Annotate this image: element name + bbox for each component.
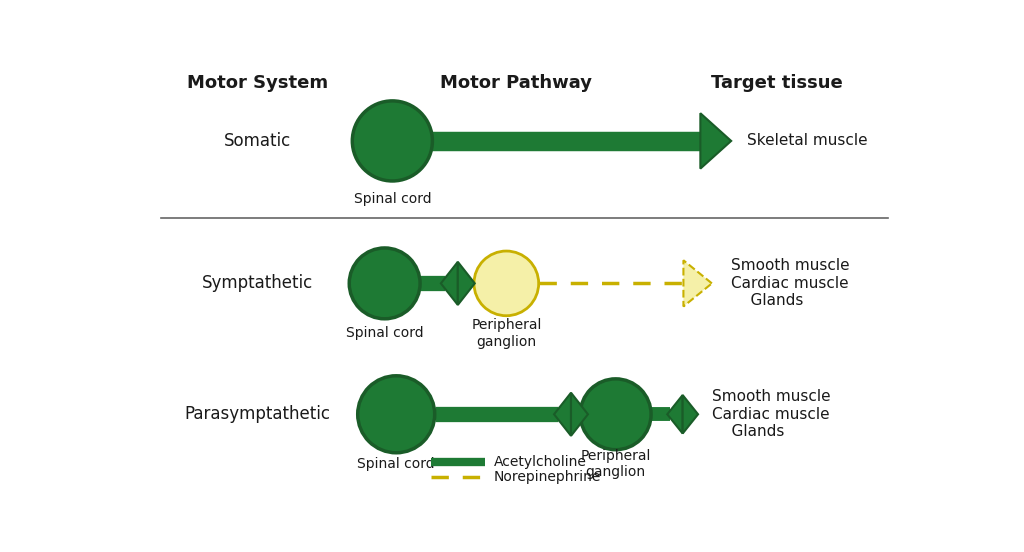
Text: Smooth muscle
Cardiac muscle
    Glands: Smooth muscle Cardiac muscle Glands bbox=[712, 389, 830, 439]
Circle shape bbox=[357, 376, 435, 453]
Text: Somatic: Somatic bbox=[224, 132, 291, 150]
Text: Peripheral
ganglion: Peripheral ganglion bbox=[581, 449, 651, 480]
Text: Spinal cord: Spinal cord bbox=[353, 192, 431, 206]
Text: Spinal cord: Spinal cord bbox=[346, 326, 424, 341]
Text: Skeletal muscle: Skeletal muscle bbox=[746, 134, 867, 148]
Text: Motor System: Motor System bbox=[187, 74, 328, 92]
Polygon shape bbox=[668, 395, 683, 433]
Circle shape bbox=[581, 379, 651, 450]
Circle shape bbox=[349, 248, 420, 319]
Polygon shape bbox=[458, 262, 475, 305]
Text: Spinal cord: Spinal cord bbox=[357, 457, 435, 471]
Text: Symptathetic: Symptathetic bbox=[202, 274, 313, 293]
Circle shape bbox=[352, 101, 432, 181]
Polygon shape bbox=[683, 261, 712, 306]
Polygon shape bbox=[683, 395, 698, 433]
Text: Peripheral
ganglion: Peripheral ganglion bbox=[471, 319, 542, 348]
Text: Acetylcholine: Acetylcholine bbox=[494, 455, 587, 469]
Polygon shape bbox=[441, 262, 458, 305]
Text: Motor Pathway: Motor Pathway bbox=[439, 74, 592, 92]
Text: Smooth muscle
Cardiac muscle
    Glands: Smooth muscle Cardiac muscle Glands bbox=[731, 258, 850, 308]
Text: Norepinephrine: Norepinephrine bbox=[494, 470, 601, 485]
Polygon shape bbox=[700, 113, 731, 169]
Polygon shape bbox=[571, 392, 588, 436]
Circle shape bbox=[474, 251, 539, 316]
Text: Parasymptathetic: Parasymptathetic bbox=[184, 405, 331, 423]
Text: Target tissue: Target tissue bbox=[712, 74, 843, 92]
Polygon shape bbox=[554, 392, 571, 436]
